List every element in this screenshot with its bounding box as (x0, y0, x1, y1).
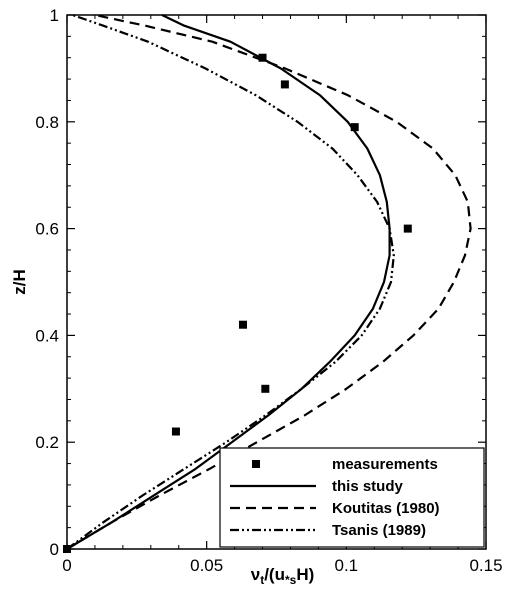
measurement-point (171, 427, 180, 436)
legend-label-tsanis-1989: Tsanis (1989) (332, 522, 426, 539)
measurement-point (261, 384, 270, 393)
series-line-koutitas-1980 (66, 13, 472, 550)
legend-label-this-study: this study (332, 478, 403, 495)
measurement-point (280, 80, 289, 89)
y-tick-label: 1 (50, 6, 59, 25)
measurement-point (403, 224, 412, 233)
y-tick-label: 0.8 (35, 113, 59, 132)
y-tick-label: 0.2 (35, 433, 59, 452)
measurement-point (258, 53, 267, 62)
series-line-tsanis-1989 (66, 13, 395, 550)
measurement-point (350, 123, 359, 132)
legend-label-measurements: measurements (332, 456, 438, 473)
x-tick-label: 0.1 (335, 556, 359, 575)
x-tick-label: 0.05 (190, 556, 223, 575)
measurement-point (238, 320, 247, 329)
y-tick-label: 0.6 (35, 220, 59, 239)
y-axis-label: z/H (10, 269, 29, 295)
y-tick-label: 0.4 (35, 326, 59, 345)
x-tick-label: 0.15 (469, 556, 502, 575)
y-tick-label: 0 (50, 540, 59, 559)
series-line-this-study (66, 14, 391, 550)
x-tick-label: 0 (62, 556, 71, 575)
legend-label-koutitas-1980: Koutitas (1980) (332, 500, 440, 517)
legend-marker-measurements (252, 460, 260, 468)
x-axis-label: νt/(u*sH) (251, 565, 315, 587)
plot-frame (66, 14, 487, 550)
